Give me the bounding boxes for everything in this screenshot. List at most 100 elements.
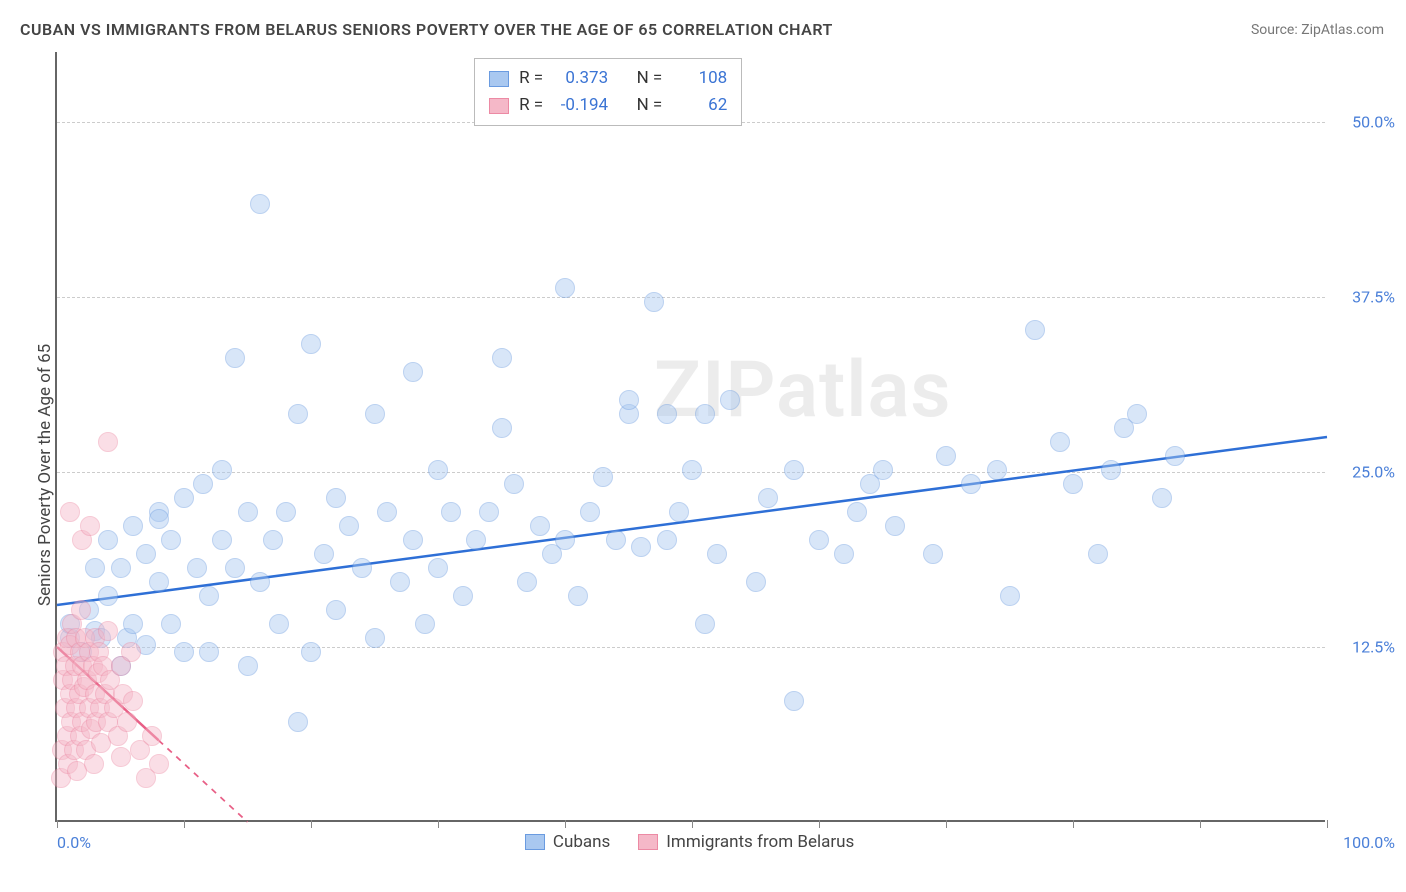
data-point [631, 537, 651, 557]
data-point [269, 614, 289, 634]
r-value: -0.194 [553, 92, 608, 119]
data-point [60, 502, 80, 522]
n-label: N = [637, 92, 663, 119]
x-max-label: 100.0% [1343, 833, 1395, 852]
data-point [1152, 488, 1172, 508]
data-point [250, 572, 270, 592]
data-point [365, 404, 385, 424]
y-tick-label: 12.5% [1352, 638, 1395, 657]
y-axis-label: Seniors Poverty Over the Age of 65 [35, 344, 55, 606]
data-point [174, 488, 194, 508]
x-tick [819, 820, 820, 828]
data-point [707, 544, 727, 564]
x-tick [184, 820, 185, 828]
data-point [847, 502, 867, 522]
data-point [288, 404, 308, 424]
data-point [71, 600, 91, 620]
data-point [263, 530, 283, 550]
data-point [784, 691, 804, 711]
data-point [339, 516, 359, 536]
data-point [453, 586, 473, 606]
data-point [568, 586, 588, 606]
data-point [136, 544, 156, 564]
data-point [555, 278, 575, 298]
gridline-horizontal [57, 647, 1325, 648]
data-point [390, 572, 410, 592]
x-min-label: 0.0% [57, 833, 91, 852]
data-point [644, 292, 664, 312]
data-point [111, 747, 131, 767]
data-point [987, 460, 1007, 480]
x-tick [57, 820, 58, 828]
n-label: N = [637, 65, 663, 92]
data-point [123, 614, 143, 634]
n-value: 108 [672, 65, 727, 92]
data-point [403, 362, 423, 382]
x-tick [1073, 820, 1074, 828]
data-point [225, 558, 245, 578]
data-point [1165, 446, 1185, 466]
y-tick-label: 37.5% [1352, 288, 1395, 307]
data-point [669, 502, 689, 522]
legend-swatch [489, 98, 509, 114]
data-point [98, 586, 118, 606]
data-point [580, 502, 600, 522]
data-point [121, 642, 141, 662]
data-point [466, 530, 486, 550]
x-tick [946, 820, 947, 828]
data-point [606, 530, 626, 550]
x-tick [692, 820, 693, 828]
data-point [441, 502, 461, 522]
data-point [199, 642, 219, 662]
data-point [657, 404, 677, 424]
data-point [85, 558, 105, 578]
data-point [1000, 586, 1020, 606]
data-point [117, 712, 137, 732]
data-point [682, 460, 702, 480]
data-point [1063, 474, 1083, 494]
data-point [80, 516, 100, 536]
data-point [834, 544, 854, 564]
data-point [619, 390, 639, 410]
data-point [1050, 432, 1070, 452]
data-point [288, 712, 308, 732]
regression-lines [57, 52, 1327, 822]
data-point [1025, 320, 1045, 340]
data-point [193, 474, 213, 494]
x-tick [1200, 820, 1201, 828]
data-point [517, 572, 537, 592]
y-tick-label: 25.0% [1352, 463, 1395, 482]
data-point [504, 474, 524, 494]
data-point [403, 530, 423, 550]
data-point [1101, 460, 1121, 480]
chart-title: CUBAN VS IMMIGRANTS FROM BELARUS SENIORS… [20, 20, 833, 39]
data-point [98, 432, 118, 452]
data-point [225, 348, 245, 368]
data-point [301, 334, 321, 354]
data-point [428, 558, 448, 578]
data-point [161, 614, 181, 634]
data-point [492, 418, 512, 438]
data-point [492, 348, 512, 368]
legend-item: Immigrants from Belarus [638, 832, 854, 852]
data-point [377, 502, 397, 522]
x-tick [565, 820, 566, 828]
data-point [1088, 544, 1108, 564]
data-point [657, 530, 677, 550]
data-point [212, 530, 232, 550]
data-point [530, 516, 550, 536]
y-tick-label: 50.0% [1352, 113, 1395, 132]
legend-label: Cubans [553, 832, 610, 852]
data-point [593, 467, 613, 487]
series-legend: Cubans Immigrants from Belarus [525, 832, 854, 852]
data-point [238, 502, 258, 522]
data-point [428, 460, 448, 480]
data-point [758, 488, 778, 508]
legend-swatch [489, 71, 509, 87]
data-point [695, 404, 715, 424]
data-point [352, 558, 372, 578]
data-point [746, 572, 766, 592]
r-value: 0.373 [553, 65, 608, 92]
gridline-horizontal [57, 297, 1325, 298]
data-point [84, 754, 104, 774]
